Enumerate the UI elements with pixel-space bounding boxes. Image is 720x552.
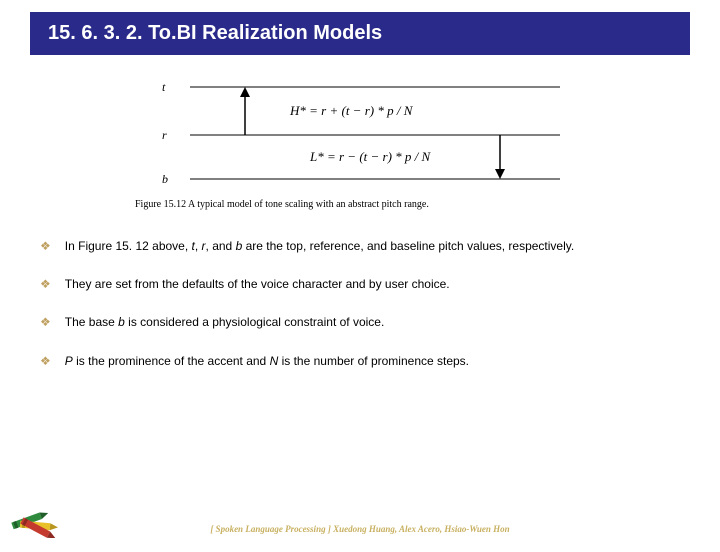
- bullet-text: The base b is considered a physiological…: [65, 314, 680, 330]
- list-item: ❖ In Figure 15. 12 above, t, r, and b ar…: [40, 238, 680, 254]
- bullet-text: In Figure 15. 12 above, t, r, and b are …: [65, 238, 680, 254]
- text-fragment: , and: [206, 239, 236, 253]
- arrow-up-head: [240, 87, 250, 97]
- diamond-icon: ❖: [40, 238, 51, 254]
- list-item: ❖ They are set from the defaults of the …: [40, 276, 680, 292]
- text-italic: N: [270, 354, 279, 368]
- diamond-icon: ❖: [40, 276, 51, 292]
- equation-l: L* = r − (t − r) * p / N: [309, 149, 432, 164]
- text-fragment: is considered a physiological constraint…: [125, 315, 384, 329]
- bullet-list: ❖ In Figure 15. 12 above, t, r, and b ar…: [40, 238, 680, 369]
- diamond-icon: ❖: [40, 314, 51, 330]
- text-fragment: In Figure 15. 12 above,: [65, 239, 192, 253]
- text-italic: b: [118, 315, 125, 329]
- text-fragment: is the number of prominence steps.: [278, 354, 469, 368]
- crayons-icon: [6, 488, 68, 538]
- figure-diagram: t r b H* = r + (t − r) * p / N L* = r − …: [135, 73, 585, 210]
- list-item: ❖ The base b is considered a physiologic…: [40, 314, 680, 330]
- label-r: r: [162, 128, 167, 142]
- text-italic: P: [65, 354, 73, 368]
- label-t: t: [162, 80, 166, 94]
- text-fragment: ,: [195, 239, 202, 253]
- diamond-icon: ❖: [40, 353, 51, 369]
- slide-title: 15. 6. 3. 2. To.BI Realization Models: [30, 12, 690, 55]
- label-b: b: [162, 172, 168, 186]
- figure-caption: Figure 15.12 A typical model of tone sca…: [135, 199, 585, 210]
- list-item: ❖ P is the prominence of the accent and …: [40, 353, 680, 369]
- text-fragment: are the top, reference, and baseline pit…: [242, 239, 574, 253]
- bullet-text: P is the prominence of the accent and N …: [65, 353, 680, 369]
- footer-citation: [ Spoken Language Processing ] Xuedong H…: [0, 524, 720, 534]
- equation-h: H* = r + (t − r) * p / N: [289, 103, 414, 118]
- text-fragment: is the prominence of the accent and: [73, 354, 270, 368]
- pitch-range-diagram: t r b H* = r + (t − r) * p / N L* = r − …: [150, 73, 570, 193]
- text-fragment: The base: [65, 315, 118, 329]
- bullet-text: They are set from the defaults of the vo…: [65, 276, 680, 292]
- arrow-down-head: [495, 169, 505, 179]
